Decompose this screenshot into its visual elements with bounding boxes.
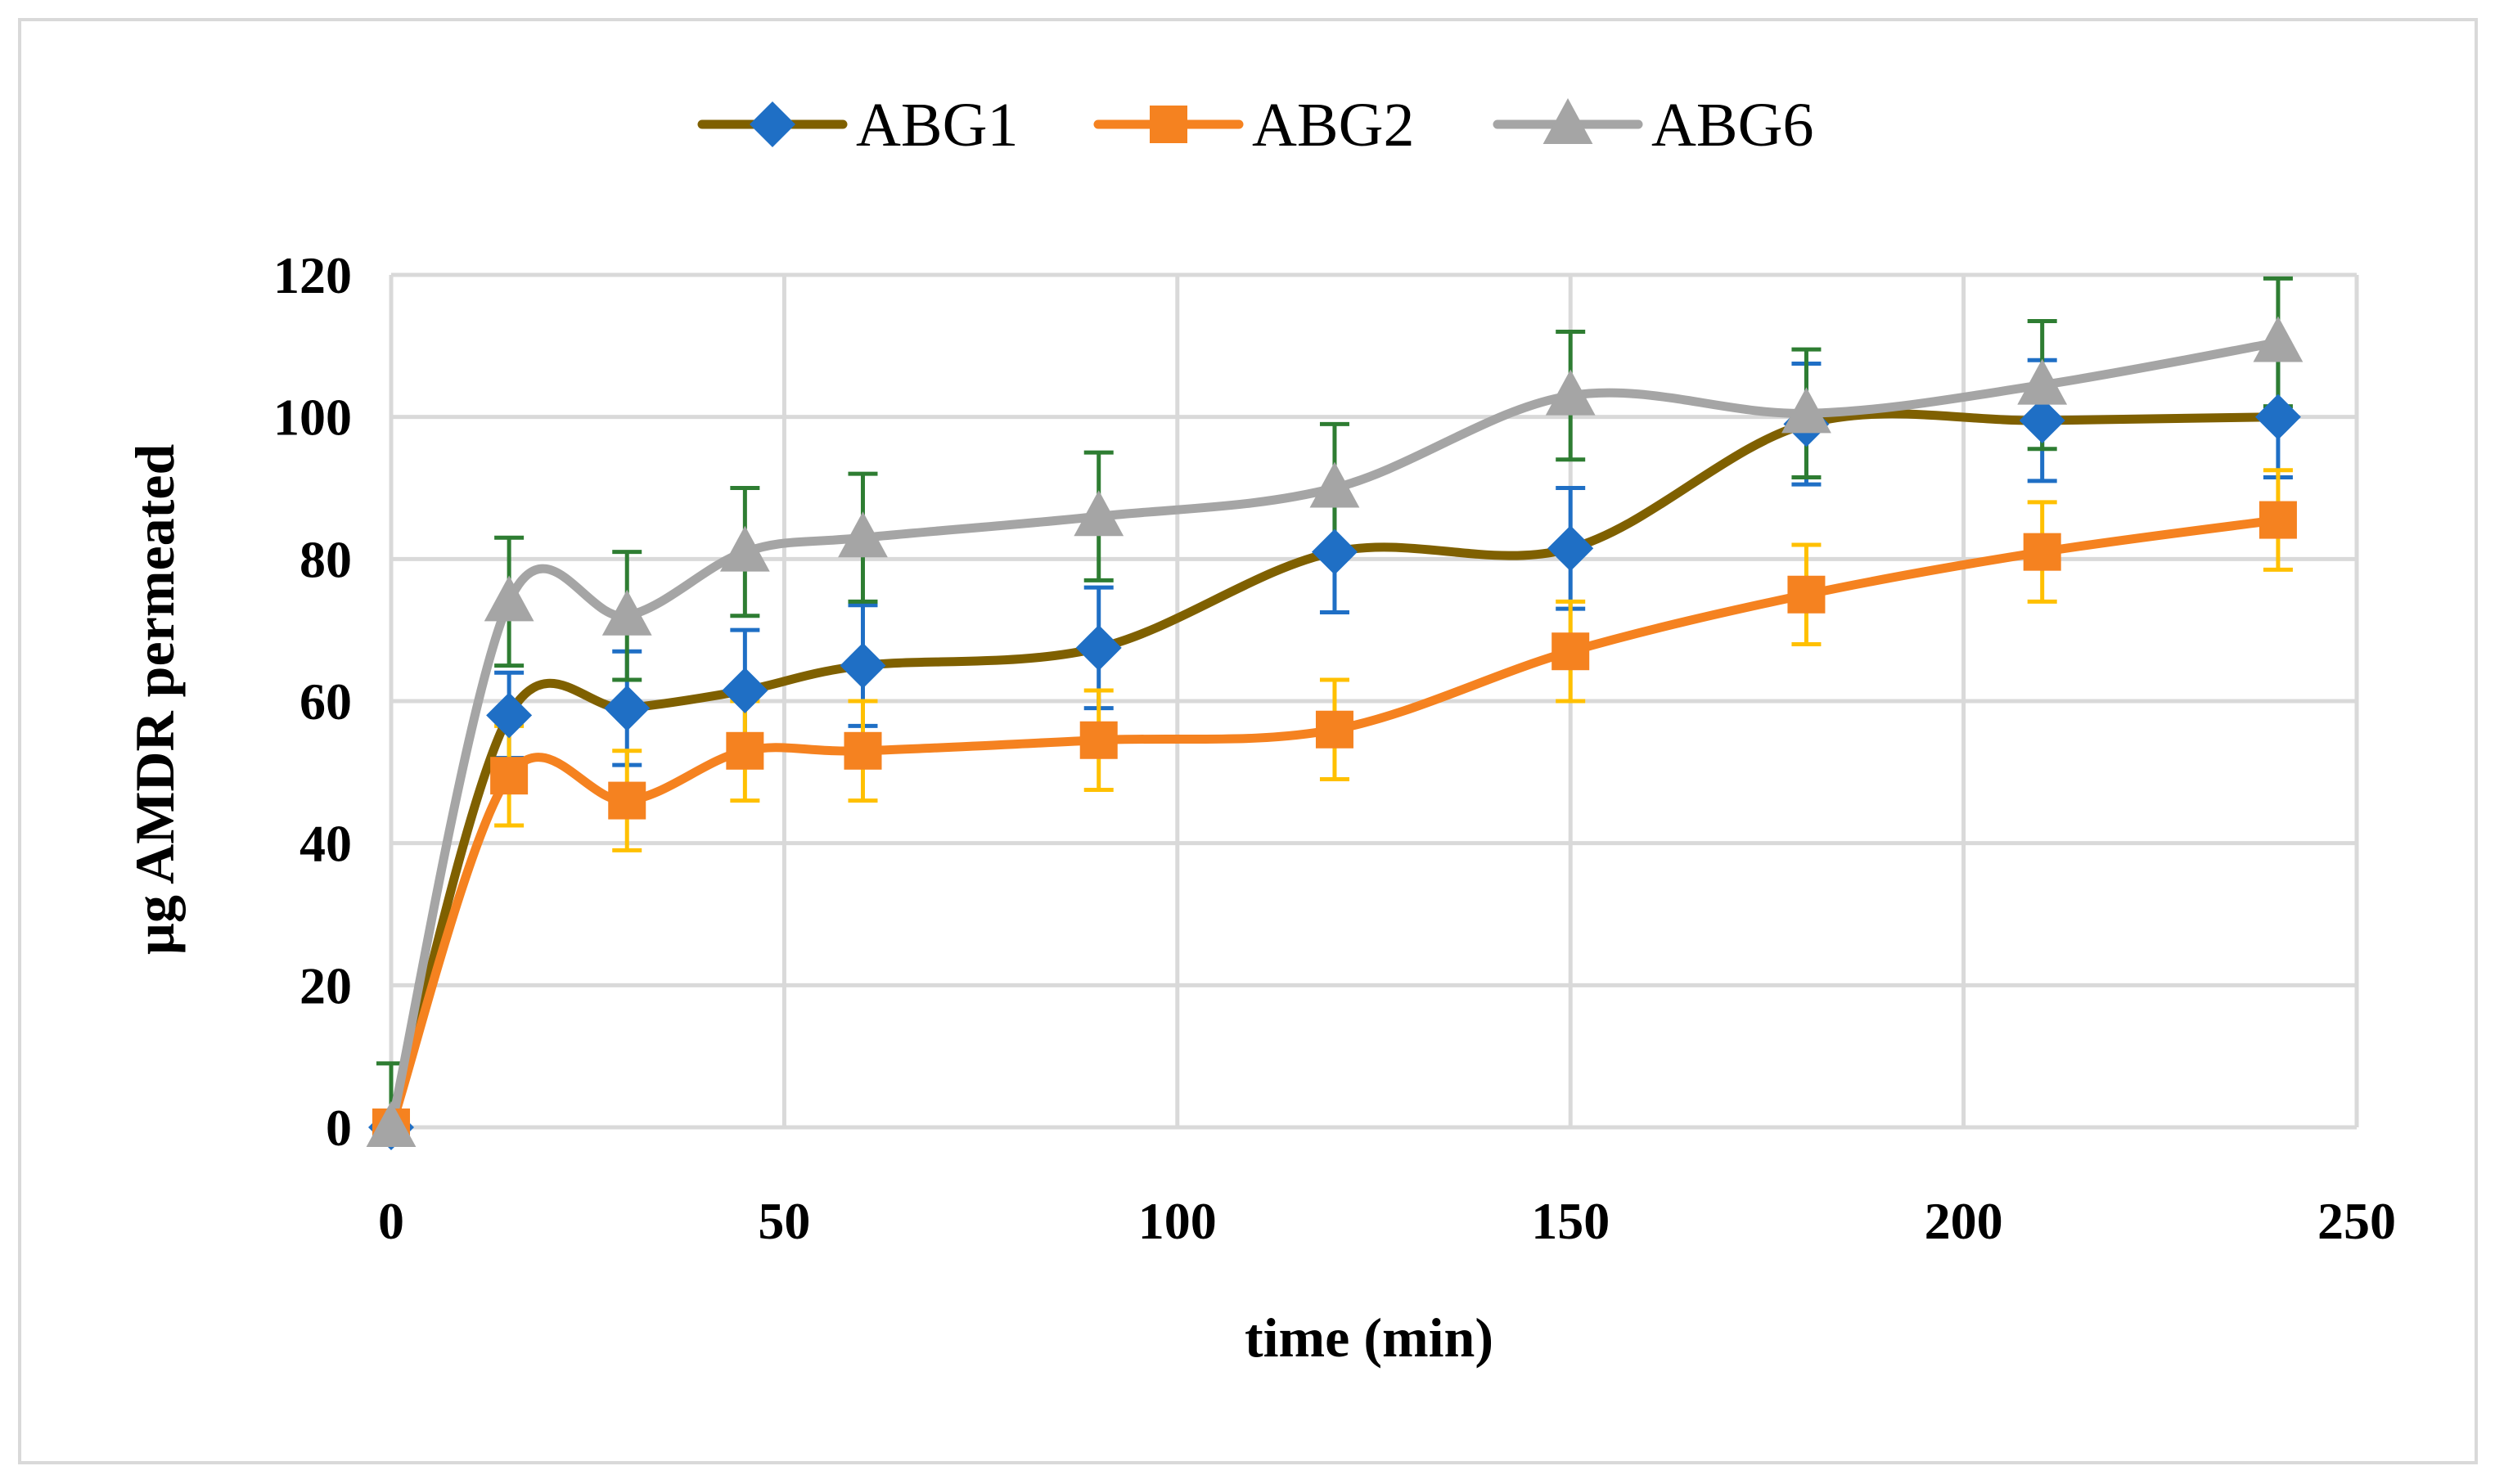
abg2-point [1787,575,1826,614]
abg6-point [2017,358,2068,405]
x-tick-label-200: 200 [1925,1192,2003,1250]
abg6-point [719,525,770,572]
x-tick-label-150: 150 [1531,1192,1610,1250]
y-tick-label-0: 0 [326,1099,352,1157]
legend-label-abg6: ABG6 [1651,91,1813,160]
legend-marker-abg2 [1150,106,1187,143]
legend-label-abg2: ABG2 [1252,91,1414,160]
y-tick-label-20: 20 [299,956,352,1014]
abg6-point [366,1101,417,1147]
x-axis-title: time (min) [1245,1306,1493,1369]
abg6-point [838,511,888,558]
abg2-point [726,731,764,770]
abg6-point [2253,316,2304,362]
abg1-point [2019,398,2065,444]
abg6-point [1781,387,1831,434]
abg6-point [484,575,534,622]
y-axis-title: µg AMDR permeated [124,444,186,956]
y-tick-label-120: 120 [273,246,352,304]
abg2-point [844,731,882,770]
abg1-point [722,667,768,713]
x-tick-label-250: 250 [2317,1192,2396,1250]
abg2-point [2259,501,2297,539]
abg6-point [601,589,652,636]
y-tick-label-60: 60 [299,672,352,731]
abg6-point [1309,461,1360,508]
abg1-line [386,409,2283,1132]
legend-label-abg1: ABG1 [856,91,1018,160]
abg2-line [386,515,2283,1132]
abg2-point [1079,721,1118,759]
y-axis-ticks: 0 20 40 60 80 100 120 [273,246,352,1157]
series-markers [366,316,2304,1150]
abg1-point [2254,393,2301,440]
abg6-point [1545,369,1596,416]
y-tick-label-100: 100 [273,389,352,447]
abg2-point [490,757,529,795]
abg1-point [1547,525,1594,572]
abg1-point [1075,624,1122,671]
abg2-point [2023,533,2061,571]
x-tick-label-0: 0 [378,1192,404,1250]
abg2-point [608,781,646,820]
legend: ABG1 ABG2 ABG6 [697,91,1813,160]
abg6-point [1074,490,1124,537]
legend-item-abg1: ABG1 [697,91,1018,160]
abg2-point [1315,710,1353,749]
legend-marker-abg6 [1542,98,1593,144]
abg1-point [486,692,533,739]
legend-item-abg2: ABG2 [1093,91,1414,160]
abg2-point [1551,632,1590,671]
legend-marker-abg1 [750,101,795,147]
x-tick-label-100: 100 [1138,1192,1217,1250]
legend-item-abg6: ABG6 [1493,91,1813,160]
abg1-point [1311,528,1358,575]
x-axis-ticks: 0 50 100 150 200 250 [378,1192,2396,1250]
x-tick-label-50: 50 [758,1192,810,1250]
abg1-point [840,642,886,689]
y-tick-label-80: 80 [299,530,352,588]
y-tick-label-40: 40 [299,815,352,873]
abg1-point [604,685,651,731]
